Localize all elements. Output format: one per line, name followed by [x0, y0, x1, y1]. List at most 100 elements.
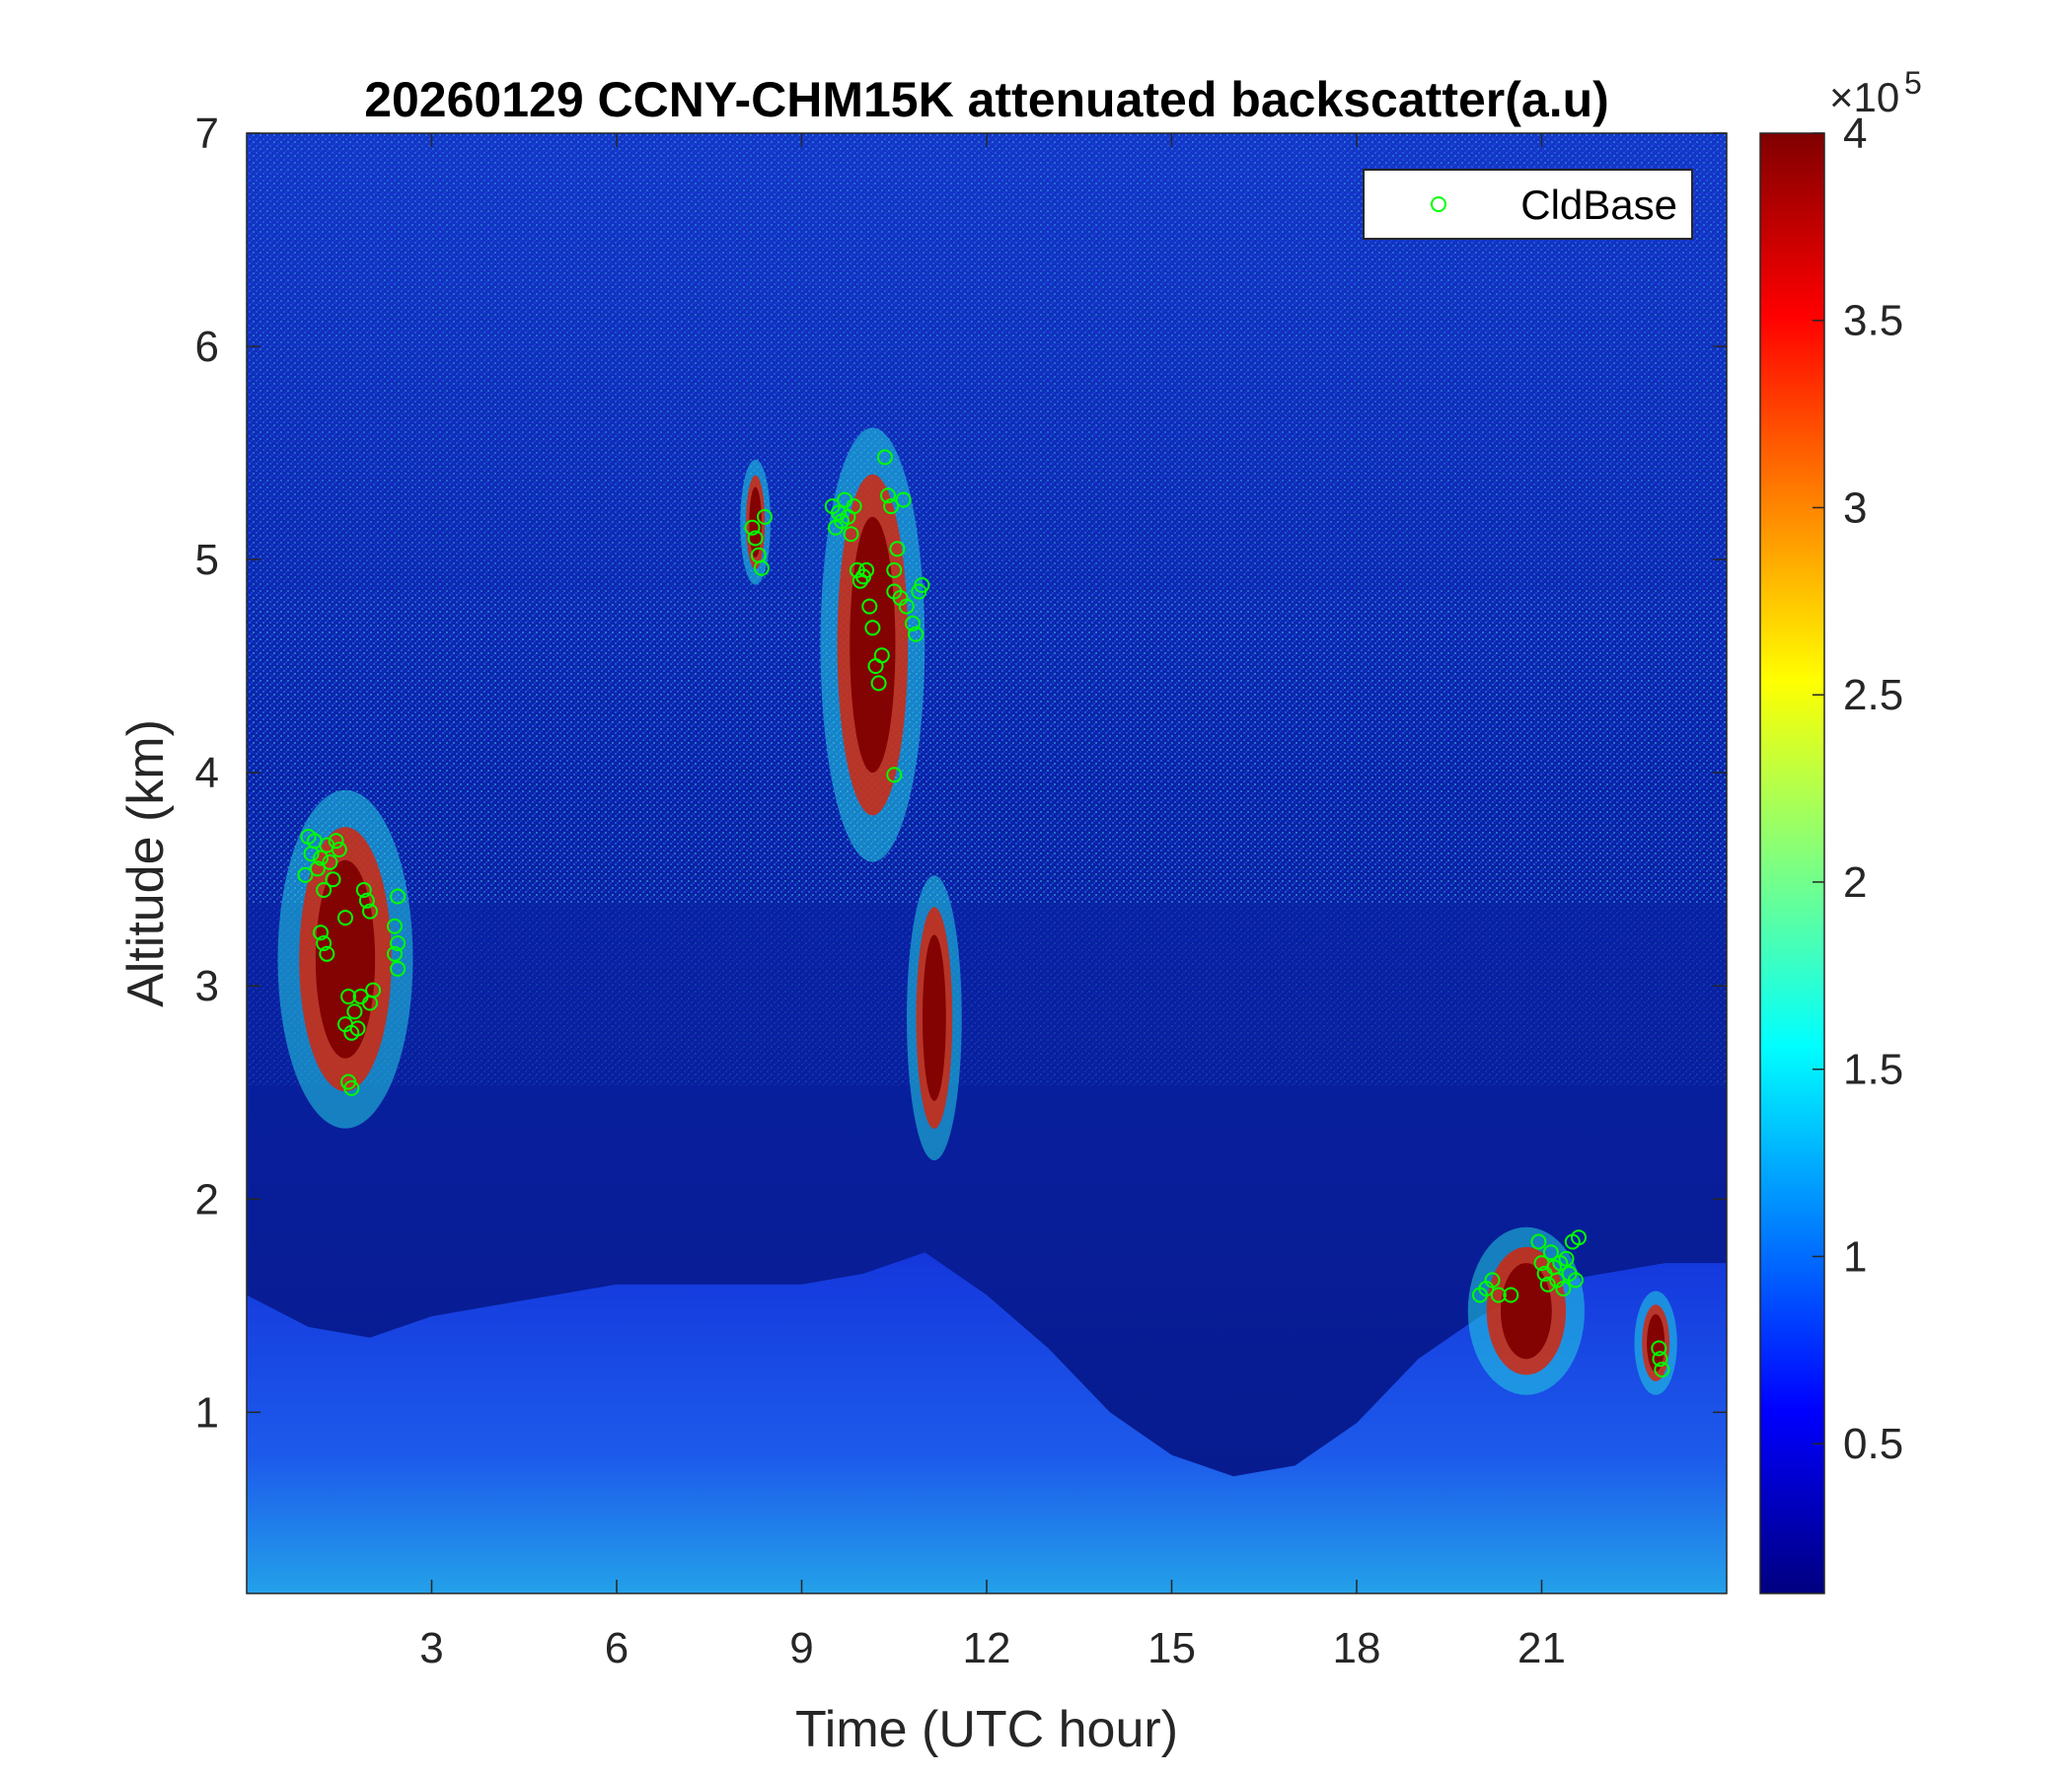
- cldbase-point-55: [873, 647, 890, 664]
- cldbase-point-41: [831, 504, 847, 521]
- cldbase-point-61: [889, 541, 906, 557]
- cloud-base-markers: [297, 449, 1670, 1378]
- cldbase-point-29: [390, 888, 407, 905]
- cldbase-point-52: [864, 620, 881, 636]
- cldbase-point-4: [309, 860, 326, 877]
- cldbase-point-72: [1484, 1272, 1501, 1289]
- cldbase-point-28: [362, 903, 378, 920]
- cldbase-point-13: [316, 935, 333, 951]
- cldbase-point-56: [876, 449, 893, 466]
- cldbase-point-84: [1558, 1250, 1575, 1267]
- cldbase-point-22: [349, 1020, 366, 1037]
- cldbase-point-25: [358, 892, 375, 909]
- cldbase-point-74: [1503, 1287, 1519, 1303]
- cldbase-point-87: [1567, 1272, 1584, 1289]
- cldbase-point-89: [1651, 1340, 1667, 1357]
- cldbase-point-9: [325, 871, 341, 888]
- cldbase-point-65: [905, 615, 921, 631]
- cldbase-point-24: [355, 882, 372, 898]
- x-axis-label: Time (UTC hour): [795, 1701, 1178, 1758]
- cldbase-point-46: [846, 498, 862, 515]
- heatmap-area: [247, 133, 1727, 1593]
- cldbase-point-27: [365, 982, 382, 999]
- cldbase-point-63: [895, 491, 912, 508]
- cldbase-point-79: [1542, 1244, 1559, 1261]
- cloud-core-3: [923, 934, 946, 1101]
- y-axis: 1 2 3 4 5 6 7: [195, 110, 1727, 1437]
- cldbase-point-34: [744, 519, 761, 536]
- cldbase-point-31: [390, 935, 407, 951]
- x-axis: 3 6 9 12 15 18 21: [419, 133, 1566, 1672]
- x-tick-label-1: 6: [605, 1624, 629, 1672]
- colorbar-exponent-value: 5: [1904, 65, 1922, 101]
- cldbase-point-66: [908, 626, 925, 642]
- colorbar-tick-label-0: 0.5: [1843, 1420, 1903, 1468]
- x-tick-label-6: 21: [1517, 1624, 1566, 1672]
- colorbar-tick-label-7: 4: [1843, 110, 1867, 158]
- colorbar-tick-label-4: 2.5: [1843, 671, 1903, 719]
- y-axis-label: Altitude (km): [117, 719, 175, 1007]
- chart-title: 20260129 CCNY-CHM15K attenuated backscat…: [364, 72, 1609, 127]
- x-tick-label-5: 18: [1333, 1624, 1381, 1672]
- cldbase-point-88: [1571, 1229, 1587, 1246]
- cldbase-point-6: [316, 882, 333, 898]
- y-tick-label-4: 5: [195, 536, 219, 584]
- cldbase-point-0: [297, 866, 314, 883]
- cldbase-point-54: [870, 675, 887, 692]
- y-tick-label-1: 2: [195, 1175, 219, 1223]
- x-tick-label-4: 15: [1147, 1624, 1196, 1672]
- cldbase-point-68: [914, 577, 930, 593]
- cldbase-point-8: [322, 853, 338, 870]
- legend-box: [1363, 169, 1693, 240]
- x-tick-label-0: 3: [419, 1624, 443, 1672]
- y-tick-label-5: 6: [195, 323, 219, 371]
- cldbase-point-15: [337, 910, 353, 926]
- cldbase-point-14: [319, 945, 335, 962]
- cldbase-point-75: [1530, 1233, 1547, 1250]
- cldbase-point-32: [387, 945, 403, 962]
- colorbar-exponent-prefix: ×10: [1829, 74, 1899, 120]
- cldbase-point-20: [343, 1079, 360, 1096]
- cldbase-point-11: [331, 842, 347, 857]
- boundary-layer: [247, 1252, 1727, 1593]
- y-tick-label-6: 7: [195, 110, 219, 158]
- cldbase-point-38: [757, 508, 773, 525]
- cloud-core-2: [850, 516, 896, 774]
- cldbase-point-51: [861, 598, 878, 615]
- legend-marker-cldbase: [1431, 196, 1446, 212]
- cldbase-point-33: [390, 960, 407, 977]
- cldbase-point-5: [313, 850, 329, 866]
- cldbase-point-73: [1490, 1287, 1507, 1303]
- cldbase-point-91: [1654, 1362, 1670, 1378]
- cldbase-point-17: [340, 989, 357, 1004]
- colorbar-tick-label-2: 1.5: [1843, 1046, 1903, 1094]
- cldbase-point-83: [1555, 1281, 1572, 1296]
- cldbase-point-58: [883, 498, 900, 515]
- colorbar-tick-label-5: 3: [1843, 483, 1867, 532]
- cldbase-point-50: [858, 561, 875, 578]
- y-tick-label-3: 4: [195, 749, 219, 797]
- cldbase-point-64: [898, 598, 915, 615]
- cldbase-point-12: [313, 925, 329, 941]
- legend: CldBase: [1363, 169, 1693, 240]
- colorbar-tick-label-3: 2: [1843, 858, 1867, 907]
- cldbase-point-37: [753, 559, 770, 576]
- cldbase-point-57: [880, 487, 896, 504]
- x-tick-label-3: 12: [963, 1624, 1011, 1672]
- colorbar-gradient: [1759, 132, 1825, 1594]
- cldbase-point-30: [387, 918, 403, 934]
- cldbase-point-45: [843, 526, 859, 543]
- y-tick-label-2: 3: [195, 962, 219, 1010]
- cldbase-point-35: [747, 530, 764, 547]
- x-tick-label-2: 9: [789, 1624, 813, 1672]
- colorbar-tick-label-6: 3.5: [1843, 297, 1903, 345]
- cldbase-point-10: [328, 833, 344, 850]
- cloud-core-4: [1500, 1263, 1552, 1360]
- cldbase-point-60: [886, 561, 903, 578]
- colorbar-tick-label-1: 1: [1843, 1232, 1867, 1281]
- y-tick-label-0: 1: [195, 1388, 219, 1437]
- colorbar: 0.5 1 1.5 2 2.5 3 3.5 4 ×10 5: [1759, 65, 1922, 1594]
- cldbase-point-78: [1539, 1276, 1556, 1293]
- cldbase-point-90: [1652, 1351, 1668, 1368]
